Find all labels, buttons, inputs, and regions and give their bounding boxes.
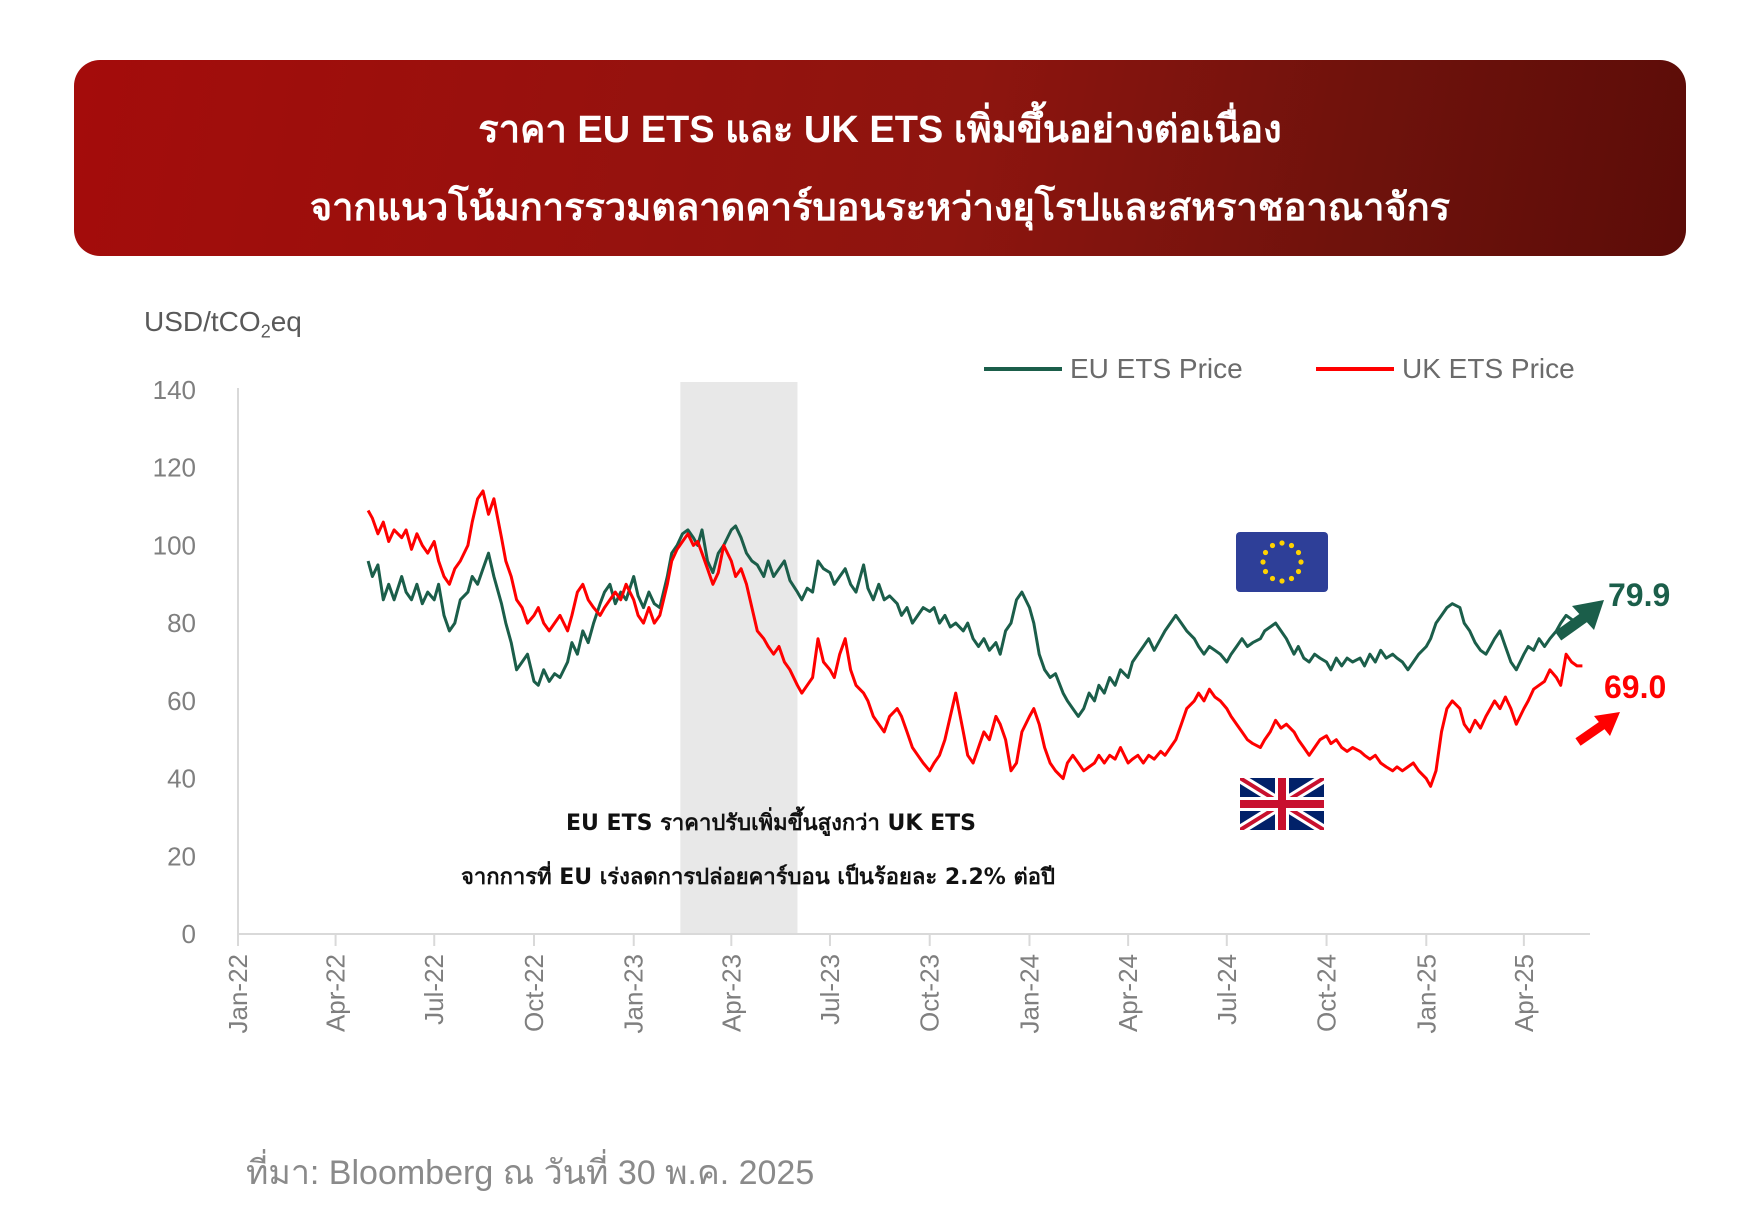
x-tick-label: Jul-22 [419, 954, 449, 1025]
eu-end-label: 79.9 [1608, 577, 1670, 613]
y-tick-label: 60 [167, 686, 196, 716]
source-note: ที่มา: Bloomberg ณ วันที่ 30 พ.ค. 2025 [246, 1154, 815, 1192]
annotation-line-2: จากการที่ EU เร่งลดการปล่อยคาร์บอน เป็นร… [461, 860, 1055, 890]
x-tick-label: Jan-22 [223, 954, 253, 1034]
eu-star [1269, 575, 1276, 582]
y-tick-label: 80 [167, 608, 196, 638]
shaded-period [680, 382, 798, 934]
title-line-2: จากแนวโน้มการรวมตลาดคาร์บอนระหว่างยุโรปแ… [309, 187, 1451, 229]
x-tick-label: Apr-23 [716, 954, 746, 1032]
uk-trend-arrow-icon [1575, 712, 1620, 746]
unit-subscript: 2 [260, 321, 271, 342]
x-tick-label: Apr-22 [321, 954, 351, 1032]
eu-ets-price-line [366, 524, 1583, 718]
title-banner: ราคา EU ETS และ UK ETS เพิ่มขึ้นอย่างต่อ… [74, 60, 1686, 256]
y-tick-label: 120 [153, 453, 196, 483]
eu-trend-arrow-icon [1554, 600, 1604, 641]
eu-flag-icon [1236, 532, 1328, 592]
x-tick-label: Jan-25 [1411, 954, 1441, 1034]
x-tick-label: Oct-24 [1312, 954, 1342, 1032]
eu-star [1279, 540, 1285, 546]
x-tick-label: Jul-24 [1212, 954, 1242, 1025]
eu-star [1262, 549, 1269, 556]
unit-text: USD/tCO [144, 306, 261, 337]
eu-star [1279, 578, 1285, 584]
eu-star [1262, 568, 1269, 575]
x-tick-label: Jan-24 [1014, 954, 1044, 1034]
x-tick-label: Jan-23 [619, 954, 649, 1034]
x-tick-label: Oct-23 [915, 954, 945, 1032]
uk-flag-icon [1240, 778, 1324, 830]
eu-star [1269, 542, 1276, 549]
x-tick-label: Oct-22 [519, 954, 549, 1032]
unit-suffix: eq [270, 306, 302, 337]
eu-star [1295, 549, 1302, 556]
eu-star [1288, 542, 1295, 549]
eu-star [1298, 559, 1304, 565]
y-tick-label: 140 [153, 375, 196, 405]
uk-ets-price-line [366, 489, 1583, 788]
legend-label-eu: EU ETS Price [1070, 353, 1243, 384]
y-tick-label: 100 [153, 530, 196, 560]
annotation-line-1: EU ETS ราคาปรับเพิ่มขึ้นสูงกว่า UK ETS [566, 806, 976, 837]
x-tick-label: Apr-24 [1113, 954, 1143, 1032]
eu-star [1260, 559, 1266, 565]
y-tick-label: 40 [167, 764, 196, 794]
annotation: EU ETS ราคาปรับเพิ่มขึ้นสูงกว่า UK ETS จ… [461, 806, 1055, 890]
x-tick-label: Apr-25 [1509, 954, 1539, 1032]
legend-label-uk: UK ETS Price [1402, 353, 1575, 384]
title-line-1: ราคา EU ETS และ UK ETS เพิ่มขึ้นอย่างต่อ… [478, 109, 1282, 151]
eu-star [1288, 575, 1295, 582]
uk-end-label: 69.0 [1604, 669, 1666, 705]
eu-star [1295, 568, 1302, 575]
y-tick-label: 0 [182, 919, 196, 949]
y-tick-label: 20 [167, 841, 196, 871]
x-tick-label: Jul-23 [815, 954, 845, 1025]
y-axis-unit: USD/tCO2eq [144, 306, 302, 343]
